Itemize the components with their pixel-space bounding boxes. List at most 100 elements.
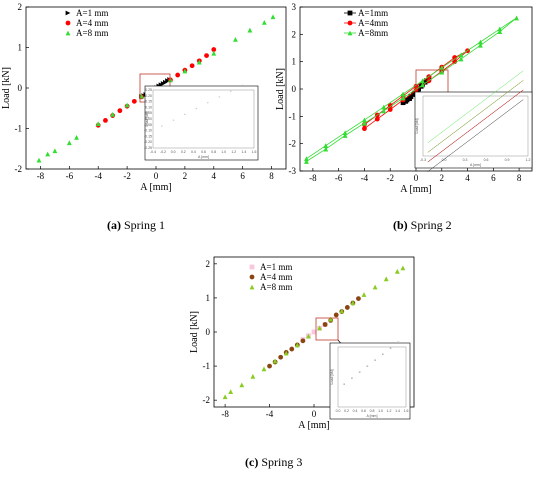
data-point xyxy=(267,363,272,369)
inset-x-tick: 1.4 xyxy=(241,150,246,154)
x-tick-label: -2 xyxy=(386,173,394,183)
data-point xyxy=(45,151,51,157)
inset-x-tick: 0.6 xyxy=(201,150,206,154)
legend-marker xyxy=(249,274,255,280)
series-3 xyxy=(222,265,406,400)
data-point xyxy=(261,366,267,372)
x-tick-label: 4 xyxy=(212,171,217,181)
legend-label: A=4 mm xyxy=(76,18,108,28)
data-point xyxy=(261,19,267,25)
inset-x-tick: 0.0 xyxy=(336,409,341,413)
legend-marker xyxy=(347,20,353,26)
data-point xyxy=(420,82,425,88)
legend-marker xyxy=(65,10,71,16)
inset-x-tick: 1.0 xyxy=(378,409,383,413)
inset-chart: -0.3 0.0 0.3 0.6 0.9 1.2 A [mm] Load [kN] xyxy=(414,70,533,172)
data-point xyxy=(36,157,42,163)
legend-marker xyxy=(249,284,255,290)
y-tick-label: 0 xyxy=(206,327,211,337)
x-tick-label: -2 xyxy=(123,171,131,181)
y-axis-label: Load [kN] xyxy=(275,68,286,110)
inset-series-line xyxy=(427,70,524,143)
data-point xyxy=(300,338,306,344)
legend-label: A=1 mm xyxy=(260,262,292,272)
chart-panel-2: -8 -6 -4 -2 0 2 4 6 8 -3 -2 -1 0 1 2 3 A [mm] Load [kN] A=… xyxy=(275,2,533,195)
caption-b: (b) Spring 2 xyxy=(393,218,452,232)
legend-label: A=8mm xyxy=(358,28,388,38)
legend-marker xyxy=(347,30,353,36)
data-point xyxy=(233,37,238,42)
data-point xyxy=(124,102,130,108)
data-point xyxy=(342,133,348,138)
data-point xyxy=(66,140,72,146)
inset-data-point xyxy=(397,341,400,343)
inset-plot-area xyxy=(337,346,407,408)
data-point xyxy=(381,108,387,114)
inset-x-label: A [mm] xyxy=(367,414,378,418)
data-point xyxy=(342,130,348,136)
y-tick-label: -2 xyxy=(289,139,297,149)
inset-x-label: A [mm] xyxy=(198,155,209,159)
data-point xyxy=(131,98,137,104)
inset-y-tick: -0.15 xyxy=(144,134,152,138)
zoom-region xyxy=(315,317,339,341)
x-tick-label: 4 xyxy=(465,173,470,183)
data-point xyxy=(304,159,309,164)
data-point xyxy=(333,312,339,318)
y-tick-label: -2 xyxy=(15,164,23,174)
inset-data-point xyxy=(351,377,353,379)
inset-y-tick: 0.25 xyxy=(145,88,152,92)
y-tick-label: 2 xyxy=(18,2,23,12)
data-point xyxy=(239,382,245,388)
data-point xyxy=(247,27,253,33)
inset-x-tick: 0.9 xyxy=(505,158,510,162)
data-point xyxy=(250,373,256,379)
inset-x-tick: 0.0 xyxy=(442,158,447,162)
inset-x-tick: -0.2 xyxy=(160,150,166,154)
data-point xyxy=(222,394,228,400)
inset-x-tick: 0.8 xyxy=(370,409,375,413)
x-tick-label: 6 xyxy=(240,171,245,181)
data-point xyxy=(211,50,217,56)
inset-y-tick: 0.15 xyxy=(145,100,152,104)
inset-data-point xyxy=(374,359,376,361)
inset-y-tick: 0.20 xyxy=(145,94,152,98)
data-point xyxy=(400,91,406,97)
data-point xyxy=(383,276,389,282)
data-point xyxy=(458,52,464,58)
inset-x-label: A [mm] xyxy=(470,163,481,167)
x-tick-label: -4 xyxy=(361,173,369,183)
data-point xyxy=(289,346,295,352)
inset-y-tick: 0.00 xyxy=(145,117,152,121)
data-point xyxy=(317,325,322,331)
data-point xyxy=(478,39,483,45)
data-point xyxy=(362,120,367,126)
inset-series-line xyxy=(427,99,524,172)
inset-y-label: Load [kN] xyxy=(330,369,334,384)
data-point xyxy=(95,121,101,127)
chart-panel-1: -8 -6 -4 -2 0 2 4 6 8 -2 -1 0 1 2 A [mm] Load [kN] A=1 m… xyxy=(1,2,287,193)
legend-label: A=1 mm xyxy=(76,8,108,18)
data-point xyxy=(372,284,378,290)
data-point xyxy=(323,146,329,152)
inset-data-point xyxy=(230,90,232,92)
data-point xyxy=(514,15,519,21)
x-tick-label: -8 xyxy=(37,171,45,181)
inset-x-tick: 0.2 xyxy=(344,409,349,413)
data-point xyxy=(304,156,309,162)
legend-marker xyxy=(249,264,255,270)
x-tick-label: -6 xyxy=(66,171,74,181)
x-tick-label: -8 xyxy=(221,409,229,419)
data-point xyxy=(361,292,367,297)
data-point xyxy=(407,96,412,101)
legend-label: A=4 mm xyxy=(260,272,292,282)
data-point xyxy=(339,308,345,314)
inset-chart: 0.0 0.2 0.4 0.6 0.8 1.0 1.2 1.4 1.6 A [mm] Load [k… xyxy=(329,341,411,420)
data-point xyxy=(311,329,317,335)
inset-x-tick: 0.0 xyxy=(171,150,176,154)
inset-x-tick: 1.6 xyxy=(404,409,409,413)
data-point xyxy=(168,77,173,83)
data-point xyxy=(374,116,380,122)
